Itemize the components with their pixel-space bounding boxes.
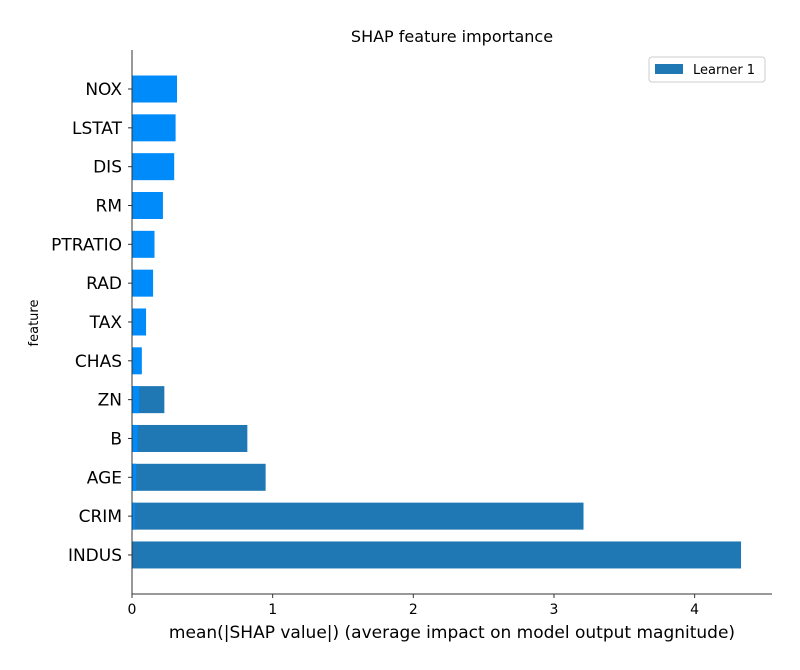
y-tick-label-age: AGE (87, 468, 122, 488)
chart-title: SHAP feature importance (351, 27, 553, 46)
bar-overlay-dis (132, 153, 175, 181)
bar-learner1-indus (132, 541, 742, 569)
y-tick-label-rm: RM (96, 196, 122, 216)
x-axis-label: mean(|SHAP value|) (average impact on mo… (169, 623, 735, 643)
bar-overlay-nox (132, 75, 178, 103)
legend-frame (648, 56, 766, 83)
y-tick-labels: NOX LSTAT DIS RM PTRATIO RAD TAX CHAS ZN B AGE CRIM… (51, 80, 132, 566)
bar-overlay-tax (132, 308, 147, 336)
bar-overlay-age (132, 463, 137, 491)
x-tick-label-3: 3 (550, 602, 559, 618)
y-tick-label-b: B (110, 429, 122, 449)
x-ticks: 0 1 2 3 4 (128, 594, 699, 618)
legend-swatch (655, 64, 683, 74)
y-tick-label-nox: NOX (85, 80, 122, 100)
bar-learner1-age (132, 463, 266, 491)
bar-overlay-rad (132, 269, 154, 297)
bar-learner1-b (132, 424, 248, 452)
y-tick-label-lstat: LSTAT (72, 119, 123, 139)
legend: Learner 1 (648, 56, 766, 83)
x-tick-label-2: 2 (409, 602, 418, 618)
x-tick-label-1: 1 (268, 602, 277, 618)
legend-label: Learner 1 (693, 63, 755, 78)
y-tick-label-crim: CRIM (79, 507, 122, 527)
bar-overlay-zn (132, 386, 140, 414)
y-tick-label-chas: CHAS (75, 352, 122, 372)
y-tick-label-rad: RAD (86, 274, 122, 294)
bar-overlay-lstat (132, 114, 176, 142)
bar-overlay-b (132, 424, 138, 452)
y-tick-label-zn: ZN (98, 391, 122, 411)
y-tick-label-indus: INDUS (68, 546, 122, 566)
x-tick-label-0: 0 (128, 602, 137, 618)
bar-overlay-chas (132, 347, 142, 375)
y-axis-label: feature (27, 300, 42, 347)
y-tick-label-ptratio: PTRATIO (51, 235, 122, 255)
y-tick-label-tax: TAX (89, 313, 123, 333)
y-tick-label-dis: DIS (93, 158, 122, 178)
x-tick-label-4: 4 (690, 602, 699, 618)
bar-overlay-rm (132, 191, 163, 219)
bar-learner1-crim (132, 502, 584, 530)
bar-overlay-crim (132, 502, 135, 530)
bars-group (132, 75, 742, 569)
bar-overlay-ptratio (132, 230, 155, 258)
